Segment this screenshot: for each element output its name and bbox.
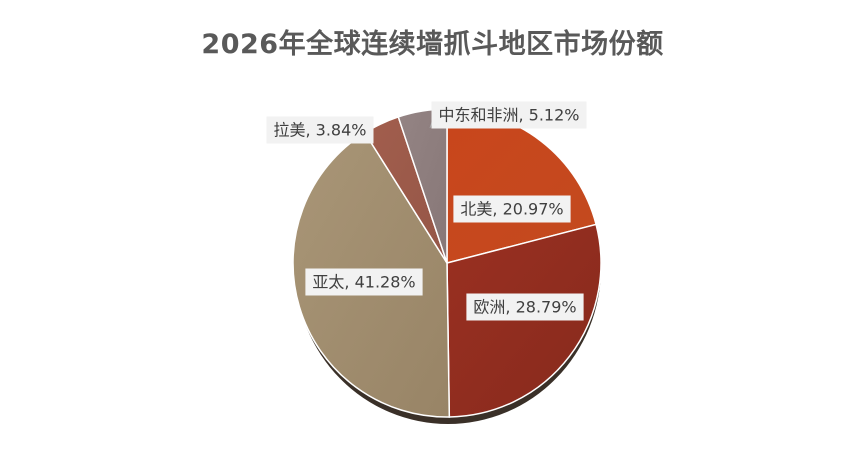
data-label-text: 中东和非洲, 5.12% [438,106,579,125]
data-label: 拉美, 3.84% [266,116,374,144]
data-label: 欧洲, 28.79% [466,293,584,321]
pie-slice [446,223,602,418]
data-label-box [431,101,587,129]
data-label: 北美, 20.97% [453,195,571,223]
data-label: 亚太, 41.28% [305,268,423,296]
data-labels: 北美, 20.97% 欧洲, 28.79% 亚太, 41.28% 拉美, 3.84% 中… [266,101,587,321]
data-label-box [266,116,374,144]
data-label-box [466,293,584,321]
chart-title: 2026年全球连续墙抓斗地区市场份额 [201,29,664,60]
data-label-box [305,268,423,296]
data-label: 中东和非洲, 5.12% [431,101,587,129]
data-label-text: 欧洲, 28.79% [473,298,576,317]
pie-slices [292,108,602,418]
data-label-text: 拉美, 3.84% [273,121,366,140]
data-label-text: 北美, 20.97% [460,200,563,219]
data-label-text: 亚太, 41.28% [312,273,415,292]
data-label-box [453,195,571,223]
